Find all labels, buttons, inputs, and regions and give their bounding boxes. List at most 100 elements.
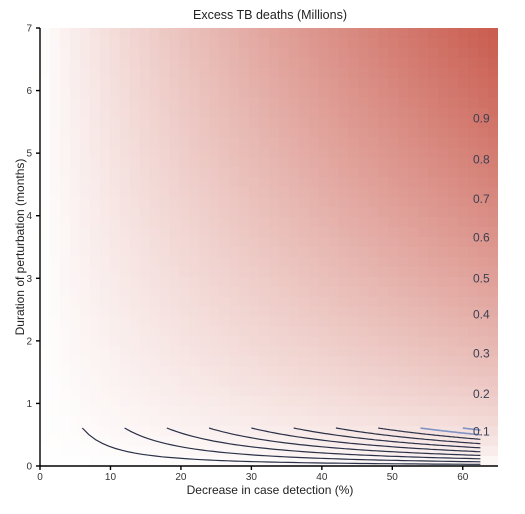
heat-cell: [298, 157, 310, 168]
heat-cell: [378, 167, 390, 178]
heat-cell: [338, 436, 350, 447]
heat-cell: [229, 187, 240, 198]
heat-cell: [428, 47, 439, 59]
heat-cell: [99, 207, 111, 218]
heat-cell: [239, 426, 250, 437]
heat-cell: [388, 426, 400, 437]
heat-cell: [478, 256, 489, 268]
heat-cell: [229, 177, 240, 188]
heat-cell: [468, 306, 479, 318]
heat-cell: [159, 87, 171, 99]
heat-cell: [348, 107, 360, 119]
heat-cell: [229, 147, 240, 158]
heat-cell: [209, 87, 220, 99]
heat-cell: [368, 127, 380, 139]
heat-cell: [229, 247, 240, 258]
heat-cell: [179, 286, 190, 298]
heat-cell: [388, 396, 400, 407]
heat-cell: [278, 406, 290, 417]
heat-cell: [219, 396, 230, 407]
y-tick-label: 1: [26, 399, 32, 410]
heat-cell: [129, 227, 141, 238]
heat-cell: [298, 127, 310, 139]
heat-cell: [59, 276, 71, 288]
heat-cell: [358, 346, 370, 358]
heat-cell: [468, 256, 479, 268]
heat-cell: [288, 306, 300, 318]
heat-cell: [169, 366, 180, 377]
heat-cell: [378, 286, 390, 298]
heat-cell: [209, 346, 220, 358]
heat-cell: [398, 28, 409, 39]
heat-cell: [328, 127, 340, 139]
heat-cell: [308, 386, 320, 397]
heat-cell: [219, 376, 230, 387]
heat-cell: [448, 28, 459, 39]
heat-cell: [328, 276, 340, 288]
heat-cell: [468, 137, 479, 149]
heat-cell: [448, 67, 459, 79]
heat-cell: [249, 456, 260, 466]
heat-cell: [288, 167, 300, 178]
heat-cell: [288, 157, 300, 168]
heat-cell: [478, 376, 489, 387]
heat-cell: [388, 346, 400, 358]
heat-cell: [199, 227, 210, 238]
heat-cell: [89, 316, 101, 328]
heat-cell: [49, 197, 61, 208]
heat-cell: [418, 266, 429, 278]
heat-cell: [59, 147, 71, 158]
heat-cell: [199, 107, 210, 119]
heat-cell: [159, 406, 171, 417]
heat-cell: [458, 266, 469, 278]
heat-cell: [139, 227, 151, 238]
heat-cell: [358, 157, 370, 168]
heat-cell: [438, 316, 449, 328]
heat-cell: [368, 436, 380, 447]
heat-cell: [229, 296, 240, 308]
heat-cell: [139, 356, 151, 368]
heat-cell: [458, 207, 469, 218]
heat-cell: [79, 217, 91, 228]
heat-cell: [59, 456, 71, 466]
heat-cell: [418, 386, 429, 397]
heat-cell: [278, 217, 290, 228]
heat-cell: [468, 117, 479, 129]
heat-cell: [99, 77, 111, 89]
heat-cell: [318, 316, 330, 328]
contour-labels: 0.10.20.30.40.50.60.70.80.9: [473, 112, 490, 439]
heat-cell: [109, 336, 121, 348]
heat-cell: [49, 276, 61, 288]
heat-cell: [149, 416, 161, 427]
heat-cell: [199, 406, 210, 417]
heat-cell: [308, 326, 320, 338]
heat-cell: [348, 256, 360, 268]
heat-cell: [428, 77, 439, 89]
heat-cell: [149, 217, 161, 228]
heat-cell: [219, 117, 230, 129]
heat-cell: [338, 256, 350, 268]
heat-cell: [99, 346, 111, 358]
heat-cell: [308, 197, 320, 208]
heat-cell: [318, 57, 330, 69]
heat-cell: [89, 256, 101, 268]
heat-cell: [448, 366, 459, 377]
heat-cell: [40, 167, 51, 178]
heat-cell: [358, 87, 370, 99]
heat-cell: [418, 47, 429, 59]
heat-cell: [79, 207, 91, 218]
heat-cell: [428, 87, 439, 99]
heat-cell: [328, 217, 340, 228]
heat-cell: [89, 67, 101, 79]
heat-cell: [79, 396, 91, 407]
heat-cell: [378, 346, 390, 358]
heat-cell: [179, 97, 190, 109]
contour-line: [462, 427, 481, 431]
heat-cell: [59, 286, 71, 298]
heat-cell: [239, 107, 250, 119]
heat-cell: [308, 227, 320, 238]
heat-cell: [259, 306, 270, 318]
heat-cell: [398, 446, 409, 457]
heat-cell: [49, 456, 61, 466]
heat-cell: [478, 107, 489, 119]
